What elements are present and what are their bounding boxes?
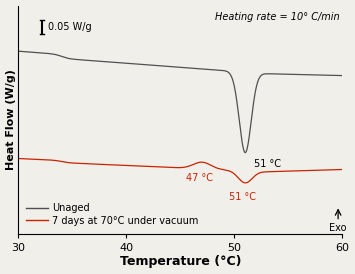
- Text: Heating rate = 10° C/min: Heating rate = 10° C/min: [214, 12, 339, 22]
- Text: 51 °C: 51 °C: [254, 159, 281, 169]
- Text: 51 °C: 51 °C: [229, 192, 256, 202]
- Text: 0.05 W/g: 0.05 W/g: [48, 22, 91, 32]
- Text: 47 °C: 47 °C: [186, 173, 213, 183]
- X-axis label: Temperature (°C): Temperature (°C): [120, 255, 241, 269]
- Legend: Unaged, 7 days at 70°C under vacuum: Unaged, 7 days at 70°C under vacuum: [23, 200, 202, 229]
- Y-axis label: Heat Flow (W/g): Heat Flow (W/g): [6, 69, 16, 170]
- Text: Exo: Exo: [329, 223, 347, 233]
